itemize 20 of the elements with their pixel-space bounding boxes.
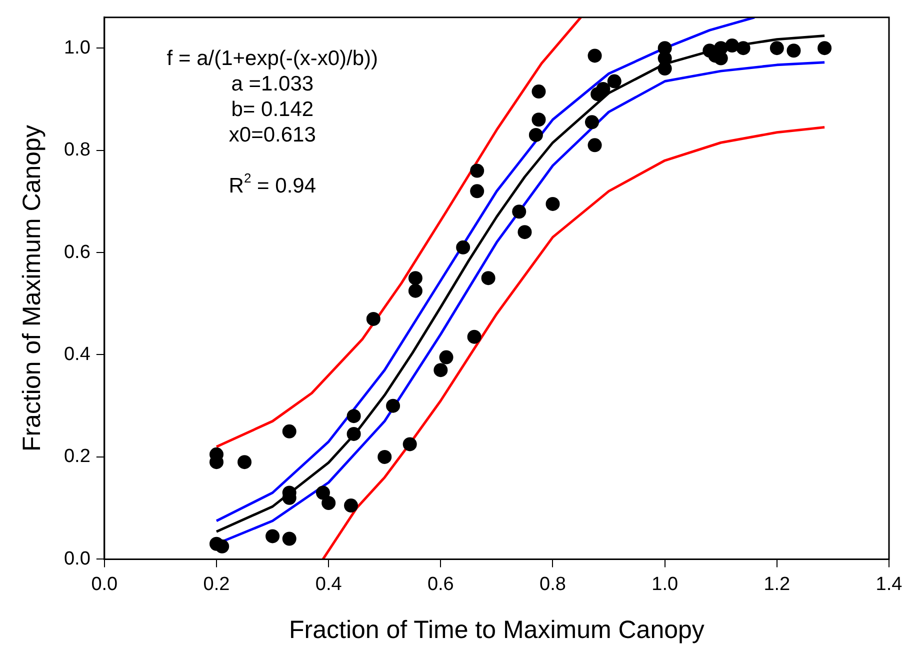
y-axis-title: Fraction of Maximum Canopy — [18, 124, 46, 452]
x-tick-label: 1.4 — [876, 574, 903, 595]
annotation: b= 0.142 — [231, 98, 314, 122]
annotation: x0=0.613 — [228, 124, 316, 147]
y-tick-label: 0.8 — [64, 140, 90, 161]
y-tick-label: 0.4 — [64, 344, 91, 365]
y-tick-label: 0.2 — [64, 446, 90, 468]
x-tick-label: 0.2 — [203, 574, 230, 595]
y-tick-label: 1.0 — [64, 37, 90, 58]
y-tick-label: 0.6 — [64, 242, 90, 263]
annotation: a =1.033 — [231, 72, 314, 96]
x-tick-label: 0.8 — [540, 574, 566, 595]
annotation: f = a/(1+exp(-(x-x0)/b)) — [166, 47, 378, 70]
x-tick-label: 0.6 — [427, 574, 454, 595]
y-tick-label: 0.0 — [64, 548, 90, 570]
x-tick-label: 0.0 — [91, 574, 118, 595]
x-axis-title: Fraction of Time to Maximum Canopy — [288, 616, 705, 644]
x-tick-label: 1.2 — [764, 574, 790, 595]
x-tick-label: 0.4 — [315, 574, 342, 595]
x-tick-label: 1.0 — [652, 574, 678, 595]
